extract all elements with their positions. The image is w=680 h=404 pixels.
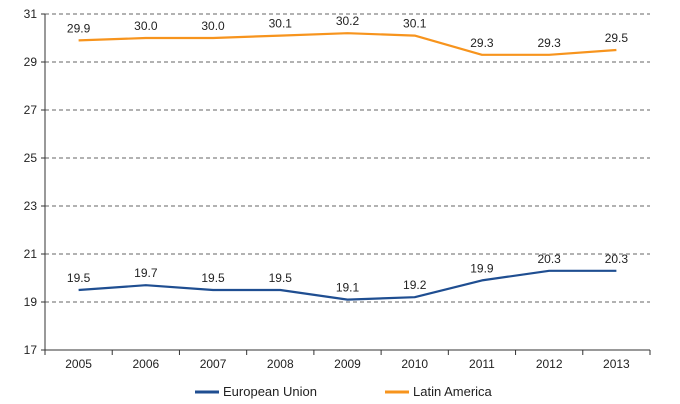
legend: European Union Latin America (195, 384, 493, 399)
data-label: 19.7 (134, 266, 158, 280)
data-label: 19.9 (470, 261, 494, 275)
data-label: 29.3 (537, 36, 561, 50)
data-label: 30.1 (269, 17, 293, 31)
x-tick-label: 2007 (200, 357, 227, 371)
series-lines (78, 32, 617, 301)
x-tick-label: 2010 (401, 357, 428, 371)
data-label: 19.1 (336, 281, 360, 295)
x-axis-ticks: 2005 2006 2007 2008 2009 2010 2011 2012 2013 (44, 350, 651, 371)
y-axis-ticks: 17 19 21 23 25 27 29 31 (24, 7, 45, 357)
y-tick-label: 23 (24, 199, 38, 213)
y-tick-label: 17 (24, 343, 38, 357)
legend-label-european-union: European Union (223, 384, 317, 399)
x-tick-label: 2006 (132, 357, 159, 371)
data-label: 29.9 (67, 21, 91, 35)
data-label: 29.5 (605, 31, 629, 45)
data-label: 30.2 (336, 14, 360, 28)
y-tick-label: 25 (24, 151, 38, 165)
series-line-latin-america (78, 32, 617, 56)
data-label: 19.5 (269, 271, 293, 285)
x-tick-label: 2008 (267, 357, 294, 371)
legend-label-latin-america: Latin America (413, 384, 493, 399)
x-tick-label: 2013 (603, 357, 630, 371)
gridlines (45, 13, 650, 303)
data-label: 19.5 (201, 271, 225, 285)
y-tick-label: 27 (24, 103, 38, 117)
y-tick-label: 29 (24, 55, 38, 69)
data-label: 20.3 (537, 252, 561, 266)
y-tick-label: 21 (24, 247, 38, 261)
data-label: 30.1 (403, 17, 427, 31)
x-tick-label: 2009 (334, 357, 361, 371)
data-label: 30.0 (201, 19, 225, 33)
y-tick-label: 31 (24, 7, 38, 21)
axes (44, 14, 650, 351)
data-label: 30.0 (134, 19, 158, 33)
data-labels: 19.5 19.7 19.5 19.5 19.1 19.2 19.9 20.3 20.3 29.9… (67, 14, 628, 294)
x-tick-label: 2011 (469, 357, 495, 371)
data-label: 19.5 (67, 271, 91, 285)
x-tick-label: 2012 (536, 357, 563, 371)
y-tick-label: 19 (24, 295, 38, 309)
data-label: 20.3 (605, 252, 629, 266)
data-label: 19.2 (403, 278, 427, 292)
data-label: 29.3 (470, 36, 494, 50)
x-tick-label: 2005 (65, 357, 92, 371)
